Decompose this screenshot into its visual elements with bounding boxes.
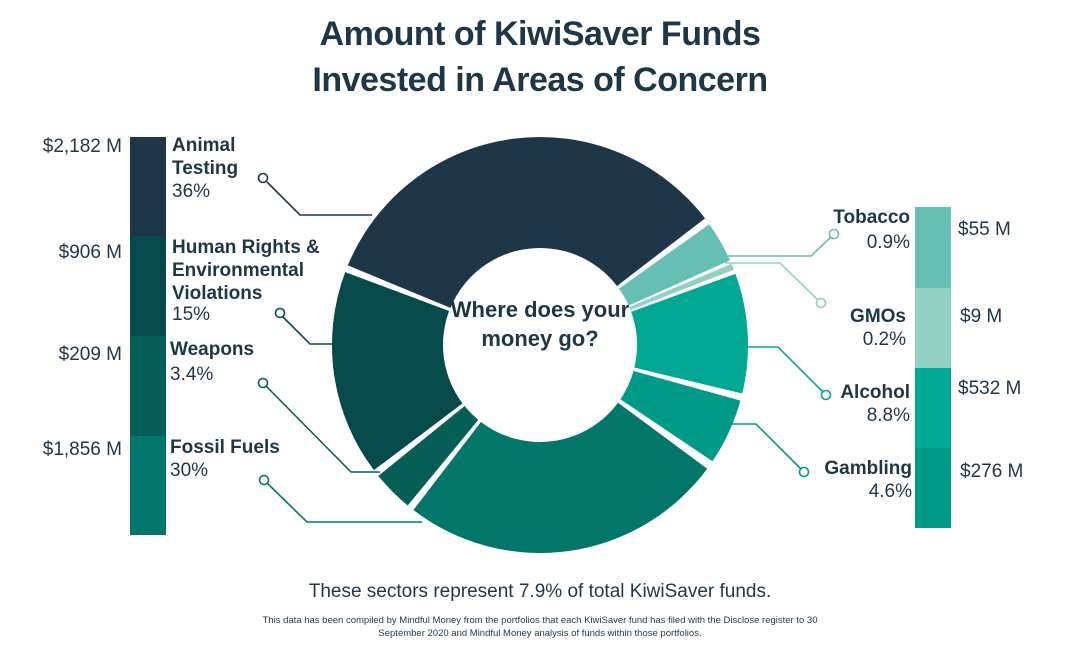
label-name: Tobacco [833, 207, 910, 228]
connector-dot-animal-testing [257, 172, 269, 184]
label-percent: 15% [172, 304, 211, 325]
connector-gambling [728, 423, 802, 470]
amount-tobacco: $55 M [958, 219, 1011, 240]
donut-center-label: Where does your money go? [450, 297, 630, 351]
left-legend-bar [130, 137, 166, 535]
label-percent: 36% [172, 181, 211, 202]
amount-gmos: $9 M [960, 306, 1003, 327]
connector-dot-weapons [257, 377, 269, 389]
donut-segment-fossil-fuels [413, 402, 708, 553]
bar-segment-alcohol [915, 368, 951, 449]
connector-human-rights [282, 316, 338, 345]
label-name: Animal Testing [172, 135, 239, 179]
label-tobacco: Tobacco 0.9% [800, 206, 910, 254]
bar-segment-tobacco [915, 207, 951, 289]
label-percent: 4.6% [868, 481, 912, 502]
label-percent: 3.4% [170, 364, 214, 385]
connector-dot-fossil-fuels [258, 474, 270, 486]
label-name: Human Rights & Environmental Violations [172, 237, 320, 304]
chart-title-line-1: Amount of KiwiSaver Funds [319, 15, 761, 53]
label-name: Weapons [170, 339, 255, 360]
label-fossil-fuels: Fossil Fuels 30% [170, 436, 310, 482]
footnote-text: This data has been compiled by Mindful M… [262, 615, 818, 639]
label-percent: 30% [170, 460, 209, 481]
label-human-rights: Human Rights & Environmental Violations … [172, 236, 332, 326]
donut-segment-gambling [620, 370, 741, 462]
amount-human-rights: $906 M [58, 242, 122, 263]
label-animal-testing: Animal Testing 36% [172, 134, 282, 203]
donut-segment-alcohol [631, 273, 748, 394]
amount-weapons: $209 M [58, 344, 122, 365]
connector-lines [257, 172, 840, 523]
connector-alcohol [745, 346, 824, 393]
bar-segment-gambling [915, 448, 951, 528]
donut-segment-gmos [629, 263, 734, 310]
summary-text: These sectors represent 7.9% of total Ki… [308, 581, 772, 602]
label-alcohol: Alcohol 8.8% [800, 381, 910, 427]
donut-segment-animal-testing [347, 136, 706, 308]
bar-segment-human-rights [130, 236, 166, 337]
label-percent: 0.9% [866, 232, 910, 253]
label-gambling: Gambling 4.6% [800, 457, 912, 503]
chart-title-line-2: Invested in Areas of Concern [312, 61, 768, 99]
label-gmos: GMOs 0.2% [800, 305, 906, 351]
connector-dot-gambling [798, 466, 810, 478]
connector-dot-gmos [815, 297, 827, 309]
label-percent: 8.8% [866, 405, 910, 426]
connector-tobacco [722, 236, 832, 257]
donut-segments [331, 136, 748, 553]
connector-weapons [265, 385, 380, 473]
label-name: Alcohol [840, 382, 910, 403]
donut-segment-tobacco [618, 224, 731, 306]
label-name: Gambling [824, 458, 912, 479]
bar-segment-animal-testing [130, 137, 166, 237]
amount-animal-testing: $2,182 M [42, 136, 122, 157]
connector-dot-alcohol [820, 389, 832, 401]
amount-gambling: $276 M [960, 461, 1024, 482]
connector-dot-tobacco [828, 228, 840, 240]
label-name: GMOs [850, 306, 906, 327]
connector-animal-testing [266, 181, 372, 216]
donut-segment-human-rights-environmental-violations [331, 272, 463, 471]
amount-fossil-fuels: $1,856 M [42, 439, 122, 460]
bar-segment-fossil-fuels [130, 436, 166, 535]
label-weapons: Weapons 3.4% [170, 338, 290, 386]
amount-alcohol: $532 M [958, 378, 1022, 399]
connector-fossil-fuels [266, 482, 422, 523]
connector-dot-human-rights [274, 307, 286, 319]
donut-segment-weapons [378, 406, 479, 506]
label-percent: 0.2% [862, 329, 906, 350]
right-legend-bar [915, 207, 951, 528]
bar-segment-gmos [915, 288, 951, 369]
connector-gmos [725, 262, 819, 301]
label-name: Fossil Fuels [170, 437, 280, 458]
bar-segment-weapons [130, 336, 166, 437]
